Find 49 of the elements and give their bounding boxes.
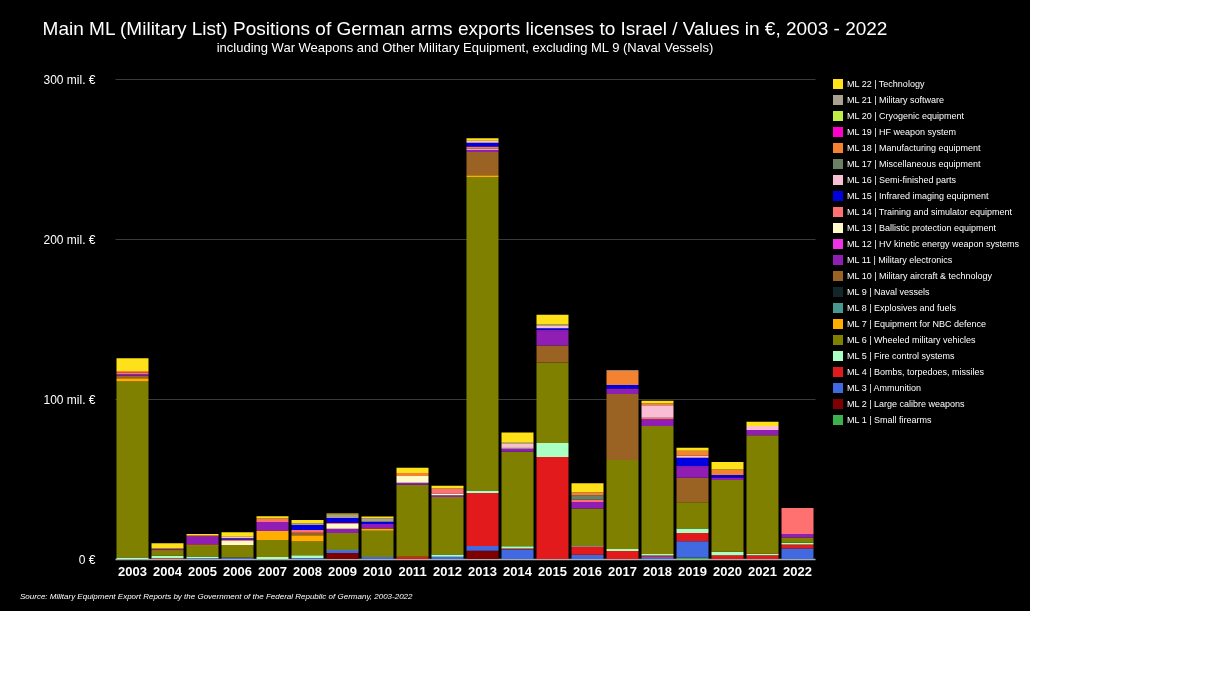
legend-label: ML 19 | HF weapon system bbox=[847, 127, 957, 137]
x-tick-label: 2016 bbox=[573, 563, 602, 579]
legend-label: ML 7 | Equipment for NBC defence bbox=[847, 319, 987, 329]
legend-label: ML 15 | Infrared imaging equipment bbox=[847, 191, 990, 201]
legend-label: ML 14 | Training and simulator equipment bbox=[847, 207, 1013, 217]
x-tick-label: 2011 bbox=[398, 563, 427, 579]
legend-label: ML 4 | Bombs, torpedoes, missiles bbox=[847, 367, 985, 377]
legend-label: ML 18 | Manufacturing equipment bbox=[847, 143, 982, 153]
x-tick-label: 2010 bbox=[363, 563, 392, 579]
x-tick-label: 2014 bbox=[503, 563, 533, 579]
legend-label: ML 20 | Cryogenic equipment bbox=[847, 111, 965, 121]
x-tick-label: 2005 bbox=[188, 563, 217, 579]
legend-label: ML 22 | Technology bbox=[847, 79, 925, 89]
x-tick-label: 2022 bbox=[783, 563, 812, 579]
x-tick-label: 2009 bbox=[328, 563, 357, 579]
x-tick-label: 2019 bbox=[678, 563, 707, 579]
x-tick-label: 2015 bbox=[538, 563, 567, 579]
y-tick-label: 300 mil. € bbox=[43, 72, 96, 87]
x-tick-label: 2007 bbox=[258, 563, 287, 579]
legend-label: ML 2 | Large calibre weapons bbox=[847, 399, 966, 409]
x-tick-label: 2018 bbox=[643, 563, 672, 579]
x-tick-label: 2003 bbox=[118, 563, 147, 579]
legend-label: ML 1 | Small firearms bbox=[847, 415, 933, 425]
y-tick-label: 100 mil. € bbox=[43, 392, 96, 407]
x-tick-label: 2012 bbox=[433, 563, 462, 579]
legend-label: ML 21 | Military software bbox=[847, 95, 945, 105]
chart-title: Main ML (Military List) Positions of German arms exports licenses to Israel / Values in €, 2003 - 2022 bbox=[42, 18, 888, 39]
x-tick-label: 2008 bbox=[293, 563, 322, 579]
legend-label: ML 17 | Miscellaneous equipment bbox=[847, 159, 982, 169]
legend-label: ML 12 | HV kinetic energy weapon systems bbox=[847, 239, 1020, 249]
x-tick-label: 2020 bbox=[713, 563, 742, 579]
x-tick-label: 2021 bbox=[748, 563, 777, 579]
x-tick-label: 2006 bbox=[223, 563, 252, 579]
legend-label: ML 5 | Fire control systems bbox=[847, 351, 956, 361]
legend-label: ML 6 | Wheeled military vehicles bbox=[847, 335, 977, 345]
legend-label: ML 9 | Naval vessels bbox=[847, 287, 931, 297]
chart-subtitle: including War Weapons and Other Military Equipment, excluding ML 9 (Naval Vessels) bbox=[216, 40, 714, 55]
legend-label: ML 16 | Semi-finished parts bbox=[847, 175, 957, 185]
y-tick-label: 0 € bbox=[78, 552, 96, 567]
source-note: Source: Military Equipment Export Reports by the Government of the Federal Republic of Germany, 2003-2022 bbox=[20, 592, 414, 601]
legend-label: ML 10 | Military aircraft & technology bbox=[847, 271, 993, 281]
legend-label: ML 3 | Ammunition bbox=[847, 383, 922, 393]
legend-label: ML 8 | Explosives and fuels bbox=[847, 303, 957, 313]
x-tick-label: 2004 bbox=[153, 563, 183, 579]
legend-label: ML 13 | Ballistic protection equipment bbox=[847, 223, 997, 233]
x-tick-label: 2013 bbox=[468, 563, 497, 579]
y-tick-label: 200 mil. € bbox=[43, 232, 96, 247]
legend-label: ML 11 | Military electronics bbox=[847, 255, 953, 265]
x-tick-label: 2017 bbox=[608, 563, 637, 579]
